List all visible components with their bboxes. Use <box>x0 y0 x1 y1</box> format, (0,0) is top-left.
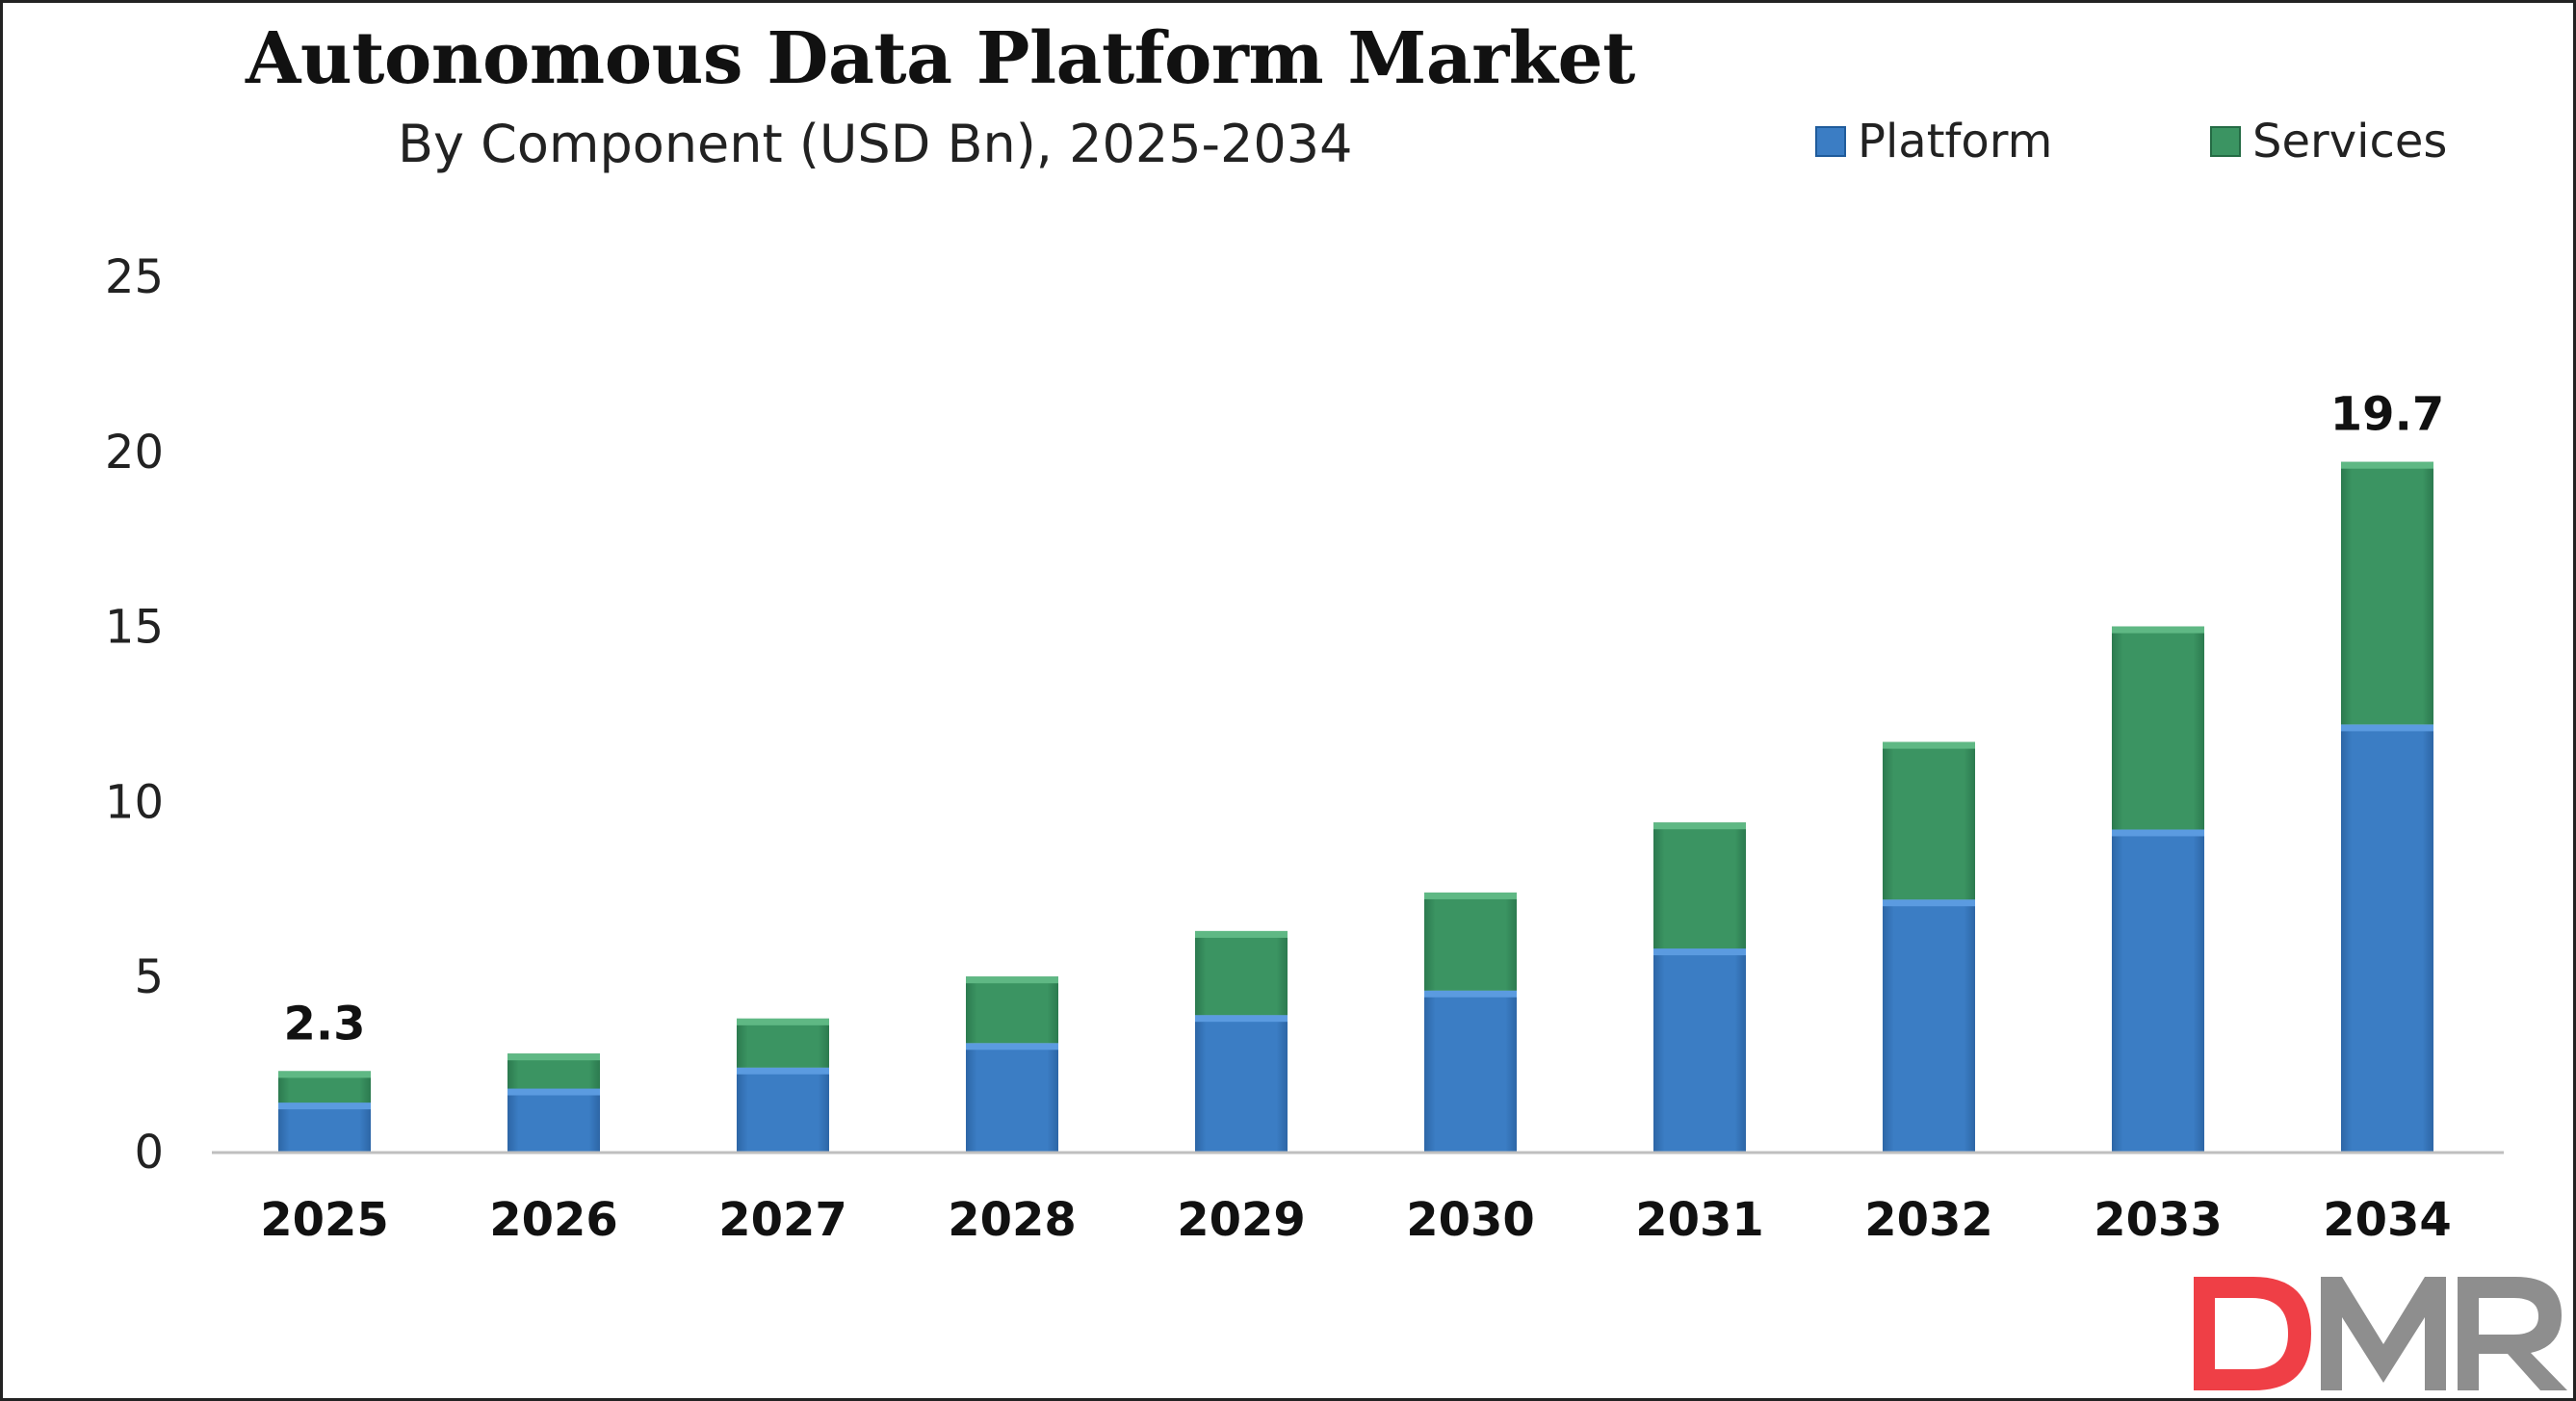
y-tick-label: 10 <box>105 775 164 829</box>
bar-cap-services-2032 <box>1883 741 1975 749</box>
bar-platform-2031 <box>1653 948 1746 1152</box>
x-tick-label: 2028 <box>948 1193 1077 1247</box>
bar-cap-services-2025 <box>278 1071 371 1078</box>
bar-platform-2025 <box>278 1103 371 1152</box>
bar-cap-services-2034 <box>2341 461 2433 469</box>
bar-platform-2028 <box>966 1043 1058 1152</box>
x-tick-label: 2032 <box>1864 1193 1993 1247</box>
bar-platform-2034 <box>2341 724 2433 1152</box>
bar-cap-platform-2034 <box>2341 724 2433 732</box>
chart-subtitle: By Component (USD Bn), 2025-2034 <box>398 114 1353 174</box>
data-label-total: 19.7 <box>2330 388 2444 442</box>
bar-cap-platform-2029 <box>1195 1015 1288 1023</box>
x-tick-label: 2030 <box>1406 1193 1535 1247</box>
x-tick-label: 2033 <box>2094 1193 2223 1247</box>
x-tick-label: 2034 <box>2323 1193 2452 1247</box>
legend-swatch-platform <box>1815 126 1846 157</box>
bar-services-2029 <box>1195 930 1288 1016</box>
bar-services-2033 <box>2112 626 2204 830</box>
bar-cap-services-2033 <box>2112 626 2204 634</box>
legend-item-platform: Platform <box>1815 113 2052 170</box>
x-tick-label: 2025 <box>260 1193 389 1247</box>
bar-cap-platform-2026 <box>507 1088 600 1096</box>
bar-cap-services-2028 <box>966 976 1058 984</box>
bar-services-2032 <box>1883 741 1975 900</box>
bar-platform-2032 <box>1883 899 1975 1152</box>
y-tick-label: 0 <box>134 1126 164 1180</box>
bar-services-2030 <box>1424 892 1517 991</box>
legend-item-services: Services <box>2210 113 2447 170</box>
x-tick-label: 2027 <box>718 1193 847 1247</box>
x-tick-label: 2031 <box>1635 1193 1764 1247</box>
bar-cap-platform-2028 <box>966 1043 1058 1051</box>
bar-platform-2026 <box>507 1088 600 1152</box>
bar-services-2028 <box>966 976 1058 1044</box>
bar-cap-platform-2027 <box>737 1067 829 1075</box>
bar-cap-services-2026 <box>507 1053 600 1061</box>
bar-cap-platform-2031 <box>1653 948 1746 956</box>
bar-cap-services-2027 <box>737 1018 829 1025</box>
bar-platform-2033 <box>2112 829 2204 1152</box>
y-tick-label: 25 <box>105 250 164 304</box>
bar-services-2027 <box>737 1018 829 1068</box>
y-tick-label: 20 <box>105 426 164 480</box>
legend-label-services: Services <box>2252 115 2448 169</box>
bar-platform-2030 <box>1424 990 1517 1152</box>
bar-cap-services-2029 <box>1195 930 1288 938</box>
dmr-logo <box>2194 1277 2567 1390</box>
bar-cap-platform-2032 <box>1883 899 1975 907</box>
bar-cap-platform-2025 <box>278 1103 371 1110</box>
x-tick-label: 2026 <box>489 1193 618 1247</box>
bar-services-2034 <box>2341 461 2433 725</box>
bar-cap-services-2030 <box>1424 892 1517 899</box>
bar-services-2031 <box>1653 822 1746 949</box>
bar-cap-platform-2030 <box>1424 990 1517 998</box>
legend-label-platform: Platform <box>1858 115 2053 169</box>
x-tick-label: 2029 <box>1177 1193 1306 1247</box>
y-tick-label: 15 <box>105 601 164 655</box>
data-label-total: 2.3 <box>283 997 365 1051</box>
chart-title: Autonomous Data Platform Market <box>246 17 1635 100</box>
legend-swatch-services <box>2210 126 2241 157</box>
bar-platform-2029 <box>1195 1015 1288 1152</box>
y-tick-label: 5 <box>134 950 164 1004</box>
bar-cap-platform-2033 <box>2112 829 2204 837</box>
bar-platform-2027 <box>737 1067 829 1152</box>
bar-cap-services-2031 <box>1653 822 1746 830</box>
